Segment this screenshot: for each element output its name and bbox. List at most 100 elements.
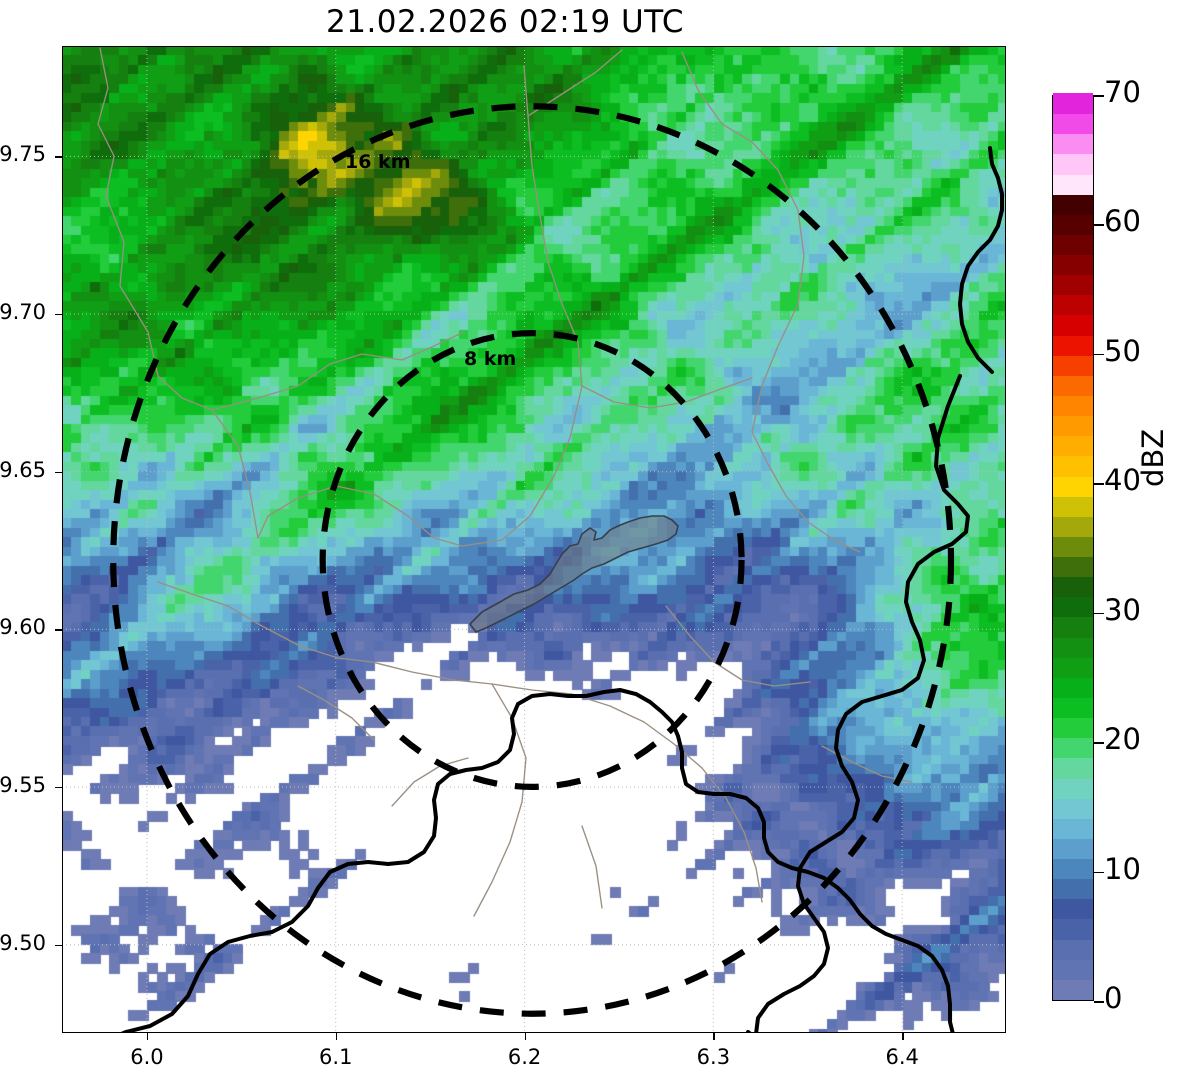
- colorbar-tick-label: 60: [1104, 204, 1141, 239]
- colorbar-tick-mark: [1094, 871, 1104, 874]
- y-tick-mark: [55, 787, 62, 789]
- colorbar-band: [1053, 334, 1093, 356]
- colorbar[interactable]: [1052, 93, 1094, 1001]
- page-title: 21.02.2026 02:19 UTC: [326, 4, 684, 40]
- colorbar-band: [1053, 435, 1093, 457]
- river-or-admin-line: [371, 661, 493, 685]
- river-or-admin-line: [391, 757, 469, 807]
- colorbar-band: [1053, 556, 1093, 578]
- colorbar-band: [1053, 193, 1093, 215]
- x-tick-mark: [335, 1033, 338, 1040]
- colorbar-band: [1053, 959, 1093, 980]
- river-or-admin-line: [211, 409, 269, 539]
- colorbar-band: [1053, 536, 1093, 558]
- river-or-admin-line: [701, 767, 763, 903]
- colorbar-band: [1053, 475, 1093, 497]
- colorbar-band: [1053, 677, 1093, 698]
- colorbar-tick-label: 0: [1104, 981, 1123, 1015]
- radar-reflectivity-layer: [62, 46, 1006, 1033]
- national-border: [958, 146, 1004, 374]
- x-tick-label: 6.1: [319, 1045, 353, 1069]
- lake-polygon: [469, 515, 679, 633]
- colorbar-band: [1053, 214, 1093, 235]
- colorbar-tick-mark: [1094, 95, 1104, 97]
- colorbar-band: [1053, 757, 1093, 779]
- river-or-admin-line: [581, 377, 753, 409]
- colorbar-band: [1053, 455, 1093, 477]
- colorbar-band: [1053, 777, 1093, 799]
- colorbar-tick-label: 20: [1104, 722, 1141, 757]
- range-ring-8km: [319, 330, 745, 790]
- range-ring-16km: [110, 103, 955, 1017]
- colorbar-band: [1053, 274, 1093, 296]
- y-tick-label: 49.70: [0, 300, 46, 325]
- colorbar-tick-mark: [1094, 612, 1104, 615]
- colorbar-tick-mark: [1094, 742, 1104, 744]
- river-or-admin-line: [501, 65, 583, 541]
- river-or-admin-line: [581, 825, 603, 909]
- x-tick-mark: [713, 1033, 715, 1040]
- colorbar-band: [1053, 938, 1093, 960]
- colorbar-band: [1053, 636, 1093, 658]
- colorbar-band: [1053, 133, 1093, 155]
- colorbar-band: [1053, 596, 1093, 618]
- y-tick-label: 49.65: [0, 457, 46, 482]
- colorbar-band: [1053, 113, 1093, 135]
- colorbar-band: [1053, 898, 1093, 920]
- river-or-admin-line: [97, 47, 213, 411]
- national-border: [118, 688, 955, 1033]
- radar-plot-area[interactable]: [62, 46, 1006, 1033]
- colorbar-tick-mark: [1094, 483, 1104, 485]
- river-or-admin-line: [267, 485, 503, 547]
- range-ring-label: 16 km: [345, 151, 411, 173]
- colorbar-band: [1053, 979, 1093, 1000]
- colorbar-band: [1053, 173, 1093, 195]
- colorbar-band: [1053, 516, 1093, 537]
- range-ring-label: 8 km: [464, 348, 517, 370]
- colorbar-band: [1053, 616, 1093, 638]
- colorbar-band: [1053, 697, 1093, 719]
- colorbar-band: [1053, 254, 1093, 276]
- colorbar-band: [1053, 375, 1093, 396]
- colorbar-band: [1053, 314, 1093, 336]
- colorbar-band: [1053, 918, 1093, 940]
- colorbar-tick-label: 50: [1104, 333, 1141, 368]
- colorbar-tick-label: 70: [1104, 75, 1141, 109]
- river-or-admin-line: [297, 685, 375, 741]
- x-tick-mark: [146, 1033, 149, 1040]
- colorbar-band: [1053, 657, 1093, 678]
- x-tick-label: 6.4: [885, 1045, 919, 1069]
- colorbar-band: [1053, 717, 1093, 739]
- colorbar-band: [1053, 355, 1093, 376]
- colorbar-title: dBZ: [1136, 428, 1170, 487]
- y-tick-label: 49.50: [0, 930, 46, 955]
- x-tick-mark: [524, 1033, 526, 1040]
- x-tick-label: 6.0: [130, 1045, 164, 1069]
- y-tick-mark: [55, 314, 62, 316]
- colorbar-tick-mark: [1094, 353, 1104, 356]
- colorbar-band: [1053, 797, 1093, 819]
- colorbar-band: [1053, 153, 1093, 175]
- river-or-admin-line: [211, 331, 465, 411]
- colorbar-band: [1053, 294, 1093, 316]
- river-or-admin-line: [681, 51, 805, 433]
- colorbar-band: [1053, 838, 1093, 860]
- river-or-admin-line: [665, 605, 811, 687]
- colorbar-tick-label: 30: [1104, 592, 1141, 627]
- colorbar-tick-label: 10: [1104, 851, 1141, 886]
- colorbar-band: [1053, 93, 1093, 115]
- y-tick-label: 49.75: [0, 142, 46, 167]
- colorbar-band: [1053, 415, 1093, 437]
- national-border: [754, 374, 970, 1033]
- colorbar-band: [1053, 234, 1093, 256]
- colorbar-band: [1053, 878, 1093, 900]
- colorbar-tick-mark: [1094, 1001, 1104, 1003]
- x-tick-mark: [902, 1033, 904, 1040]
- colorbar-band: [1053, 858, 1093, 880]
- y-tick-mark: [55, 156, 62, 158]
- range-rings-overlay: [110, 103, 955, 1017]
- y-tick-mark: [55, 944, 62, 947]
- colorbar-band: [1053, 737, 1093, 759]
- x-tick-label: 6.2: [507, 1045, 542, 1069]
- colorbar-tick-mark: [1094, 224, 1104, 227]
